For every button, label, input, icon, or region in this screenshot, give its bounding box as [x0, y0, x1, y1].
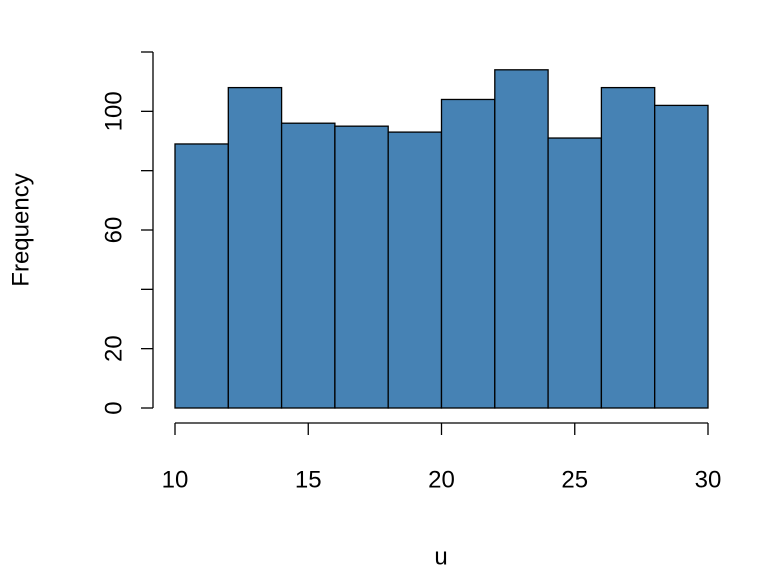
x-tick-label: 30 — [695, 466, 722, 493]
y-axis-label: Frequency — [7, 173, 34, 286]
x-tick-label: 15 — [295, 466, 322, 493]
x-tick-label: 25 — [561, 466, 588, 493]
bar — [654, 104, 709, 409]
bar — [440, 98, 496, 409]
x-axis-label: u — [434, 543, 447, 570]
bar — [174, 143, 229, 409]
x-tick-label: 20 — [428, 466, 455, 493]
y-tick-label: 60 — [100, 217, 127, 244]
bar — [600, 86, 656, 409]
bar — [494, 69, 549, 409]
x-tick-label: 10 — [162, 466, 189, 493]
y-tick-label: 20 — [100, 335, 127, 362]
bar — [227, 86, 283, 409]
bar — [387, 131, 443, 409]
y-tick-label: 0 — [100, 401, 127, 414]
bar — [334, 125, 389, 409]
y-tick-label: 100 — [100, 91, 127, 131]
bar — [547, 137, 603, 409]
bar — [280, 122, 336, 409]
